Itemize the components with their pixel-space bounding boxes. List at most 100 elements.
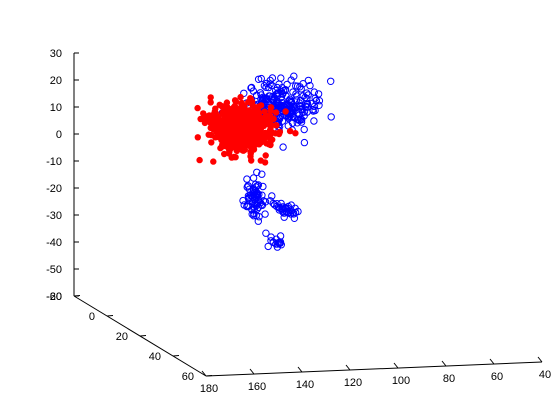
red-filled-point — [222, 140, 229, 147]
y-tick-mark — [139, 335, 147, 337]
blue-open-point — [268, 192, 276, 200]
red-filled-point — [262, 152, 269, 159]
blue-open-point — [327, 113, 335, 121]
blue-open-point — [293, 119, 301, 127]
blue-open-point — [310, 88, 318, 96]
blue-open-point — [287, 98, 296, 107]
blue-open-point — [278, 205, 286, 213]
blue-open-point — [306, 81, 314, 90]
blue-open-point — [264, 242, 272, 251]
blue-open-point — [273, 200, 281, 208]
blue-open-point — [249, 174, 258, 182]
red-filled-point — [221, 150, 228, 158]
blue-open-point — [259, 182, 267, 191]
y-tick-mark — [106, 315, 114, 317]
blue-open-point — [300, 138, 309, 147]
red-filled-point — [245, 130, 252, 138]
x-tick-label: 100 — [392, 375, 410, 387]
red-filled-point — [272, 109, 280, 116]
blue-open-point — [262, 229, 270, 237]
red-filled-point — [269, 136, 276, 143]
blue-open-point — [282, 207, 291, 215]
blue-open-point — [300, 108, 309, 116]
z-tick-label: 30 — [50, 48, 62, 60]
red-filled-point — [240, 141, 248, 149]
z-tick-label: 10 — [50, 102, 62, 114]
red-filled-point — [220, 134, 228, 141]
red-filled-point — [234, 118, 241, 125]
blue-open-point — [311, 106, 319, 115]
blue-open-point — [254, 181, 263, 189]
red-filled-point — [210, 158, 217, 165]
x-axis-line — [205, 361, 543, 377]
blue-open-point — [244, 182, 252, 190]
red-filled-point — [221, 104, 229, 111]
red-filled-point — [238, 99, 245, 107]
x-tick-label: 120 — [344, 377, 362, 389]
blue-open-point — [243, 175, 251, 183]
y-tick-label: 40 — [149, 351, 161, 363]
red-filled-point — [196, 156, 203, 164]
red-filled-point — [268, 129, 276, 136]
blue-open-point — [279, 143, 287, 151]
x-tick-label: 140 — [296, 379, 314, 391]
red-filled-point — [270, 115, 277, 123]
blue-open-point — [264, 83, 273, 92]
y-tick-label: -20 — [46, 291, 62, 303]
red-filled-point — [254, 106, 261, 114]
z-tick-label: 20 — [50, 75, 62, 87]
red-filled-point — [225, 129, 232, 136]
red-filled-point — [246, 120, 254, 128]
blue-open-point — [289, 209, 297, 217]
blue-open-point — [281, 87, 289, 95]
blue-open-point — [268, 74, 277, 82]
y-tick-label: 0 — [89, 311, 95, 323]
blue-open-point — [304, 76, 313, 85]
red-filled-point — [257, 139, 265, 146]
y-tick-label: 60 — [182, 371, 194, 383]
blue-open-point — [269, 238, 277, 247]
x-tick-label: 40 — [539, 369, 551, 381]
blue-open-point — [255, 190, 263, 199]
red-filled-point — [194, 104, 201, 112]
red-filled-point — [194, 134, 201, 141]
blue-open-point — [253, 168, 261, 177]
blue-open-point — [276, 232, 285, 240]
blue-open-point — [253, 191, 262, 200]
blue-open-point — [312, 96, 320, 105]
blue-open-point — [293, 103, 301, 111]
blue-open-point — [314, 90, 323, 98]
x-tick-label: 60 — [491, 371, 503, 383]
red-filled-point — [205, 131, 212, 138]
x-tick-label: 160 — [248, 381, 266, 393]
red-filled-point — [201, 117, 208, 124]
red-filled-point — [263, 112, 270, 119]
red-filled-point — [282, 108, 289, 115]
blue-open-point — [252, 211, 260, 220]
blue-open-point — [262, 83, 270, 92]
blue-open-point — [246, 191, 255, 199]
x-tick-mark — [201, 370, 207, 377]
blue-open-point — [240, 89, 248, 98]
x-tick-mark — [393, 362, 399, 369]
blue-open-point — [243, 202, 251, 211]
red-filled-point — [251, 125, 258, 132]
blue-open-point — [273, 90, 281, 98]
x-tick-mark — [249, 368, 255, 375]
red-filled-point — [232, 154, 239, 161]
x-tick-mark — [537, 356, 543, 363]
red-filled-point — [267, 104, 275, 111]
z-tick-label: 0 — [56, 129, 62, 141]
blue-open-point — [247, 84, 255, 92]
blue-open-point — [300, 125, 308, 134]
blue-open-point — [250, 212, 258, 220]
blue-open-point — [258, 170, 266, 178]
z-tick-label: -10 — [46, 156, 62, 168]
x-tick-label: 80 — [443, 373, 455, 385]
red-filled-point — [231, 141, 238, 148]
x-tick-mark — [441, 360, 447, 367]
red-filled-point — [207, 99, 214, 106]
red-filled-point — [244, 115, 252, 122]
red-filled-point — [237, 126, 244, 133]
